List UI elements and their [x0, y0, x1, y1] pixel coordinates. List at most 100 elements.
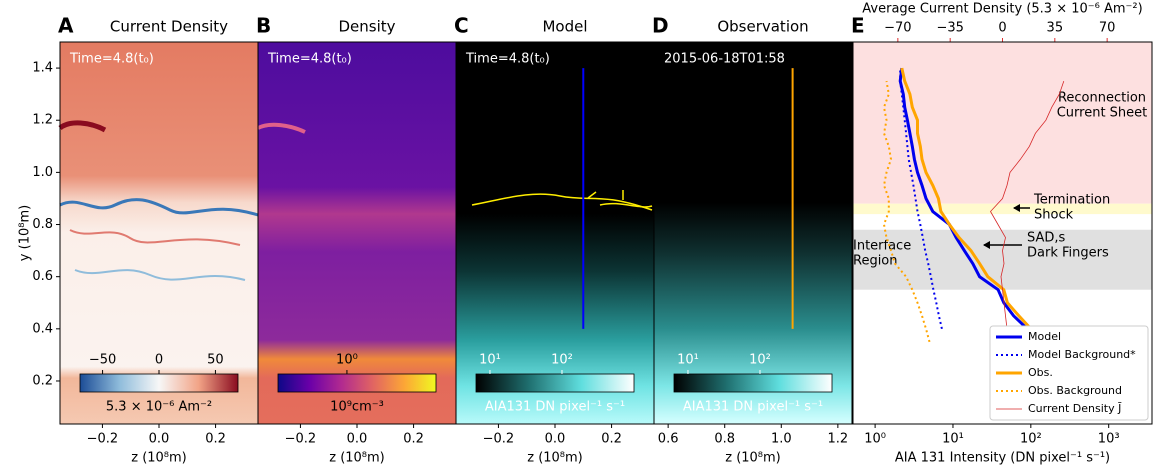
x-tick-label: 0.6 [658, 432, 679, 447]
x-tick-label: 0.8 [714, 432, 735, 447]
x2-tick-label: 70 [1099, 21, 1116, 36]
x-tick-label: 0.2 [403, 432, 424, 447]
annotation: Dark Fingers [1027, 246, 1109, 261]
x-tick-label: −0.2 [483, 432, 515, 447]
x-axis-label: z (10⁸m) [725, 451, 781, 466]
annotation: 2015-06-18T01:58 [664, 52, 785, 67]
image-density [258, 42, 456, 424]
y-tick-label: 0.2 [32, 373, 53, 388]
arrow [587, 191, 597, 199]
annotation: Time=4.8(t₀) [465, 52, 550, 67]
legend-label: Model [1028, 330, 1061, 343]
x-tick-label: 0.2 [601, 432, 622, 447]
region-label: Termination [1033, 193, 1110, 208]
x-axis-label: z (10⁸m) [131, 451, 187, 466]
colorbar-tick-label: −50 [89, 353, 116, 368]
x-tick-label: 0.0 [347, 432, 368, 447]
x2-tick-label: 35 [1047, 21, 1064, 36]
x-tick-label: 10⁰ [864, 432, 886, 447]
y-tick-label: 1.4 [32, 61, 53, 76]
panel-label: C [454, 14, 469, 38]
series-line [899, 68, 943, 330]
x2-tick-label: −35 [936, 21, 963, 36]
feature [257, 122, 306, 134]
region [853, 203, 1152, 215]
region [853, 229, 1152, 290]
x-axis-label: z (10⁸m) [527, 451, 583, 466]
x-tick-label: 10³ [1098, 432, 1120, 447]
y-tick-label: 1.2 [32, 113, 53, 128]
feature [69, 229, 241, 246]
y-tick-label: 1.0 [32, 165, 53, 180]
x2-tick-label: 0 [998, 21, 1006, 36]
legend-label: Current Density J̄ [1028, 402, 1121, 415]
y-tick-label: 0.6 [32, 269, 53, 284]
feature [74, 269, 246, 281]
y-axis-label: y (10⁸m) [18, 205, 33, 261]
colorbar [475, 373, 635, 393]
annotation: Time=4.8(t₀) [267, 52, 352, 67]
panel-label: D [652, 14, 669, 38]
region [853, 42, 1152, 204]
x-tick-label: −0.2 [87, 432, 119, 447]
x2-axis-label: Average Current Density (5.3 × 10⁻⁶ Am⁻²… [862, 2, 1142, 17]
region-label: Interface [853, 239, 911, 254]
legend-label: Model Background* [1028, 348, 1136, 361]
x-tick-label: 1.2 [828, 432, 849, 447]
annotation: Time=4.8(t₀) [69, 52, 154, 67]
arrow-head [1013, 204, 1020, 212]
legend-label: Obs. Background [1028, 384, 1122, 397]
region-label: Region [853, 254, 898, 269]
x-axis-label: z (10⁸m) [329, 451, 385, 466]
colorbar-tick-label: 10² [551, 353, 573, 368]
colorbar-label: 5.3 × 10⁻⁶ Am⁻² [106, 400, 212, 415]
colorbar-tick-label: 10² [749, 353, 771, 368]
colorbar-tick-label: 50 [207, 353, 224, 368]
colorbar-label: 10⁹cm⁻³ [330, 400, 384, 415]
frame [653, 41, 853, 425]
series-line [898, 67, 1046, 344]
colorbar [673, 373, 833, 393]
colorbar [79, 373, 239, 393]
colorbar-tick-label: 10¹ [677, 353, 699, 368]
x-tick-label: −0.2 [285, 432, 317, 447]
y-tick-label: 0.8 [32, 217, 53, 232]
x-tick-label: 0.0 [149, 432, 170, 447]
x2-tick-label: −70 [884, 21, 911, 36]
colorbar [277, 373, 437, 393]
panel-label: E [851, 14, 865, 38]
x-tick-label: 0.0 [545, 432, 566, 447]
colorbar-label: AIA131 DN pixel⁻¹ s⁻¹ [683, 400, 823, 415]
annotation: SAD,s [1027, 231, 1066, 246]
x-tick-label: 0.2 [205, 432, 226, 447]
panel-label: A [58, 14, 74, 38]
colorbar-label: AIA131 DN pixel⁻¹ s⁻¹ [485, 400, 625, 415]
colorbar-tick-label: 10¹ [479, 353, 501, 368]
contour [471, 193, 653, 211]
y-tick-label: 0.4 [32, 321, 53, 336]
series-line [882, 80, 931, 343]
x-axis-label: AIA 131 Intensity (DN pixel⁻¹ s⁻¹) [895, 451, 1110, 466]
region-label: Current Sheet [1057, 106, 1148, 121]
region-label: Shock [1034, 208, 1074, 223]
x-tick-label: 1.0 [771, 432, 792, 447]
image-observation [654, 42, 852, 424]
series-line [990, 80, 1065, 343]
region-label: Reconnection [1058, 91, 1146, 106]
panel-title: Density [338, 18, 395, 36]
arrow-head [983, 241, 990, 249]
contour [599, 202, 653, 208]
panel-label: B [256, 14, 271, 38]
x-tick-label: 10² [1020, 432, 1042, 447]
frame [852, 41, 1153, 425]
panel-title: Observation [717, 18, 808, 36]
colorbar-tick-label: 10⁰ [336, 353, 358, 368]
annotation: TS front [596, 176, 648, 191]
colorbar-tick-label: 0 [155, 353, 163, 368]
legend [989, 325, 1149, 421]
feature [59, 198, 259, 217]
image-model [456, 42, 654, 424]
panel-title: Model [542, 18, 587, 36]
x-tick-label: 10¹ [942, 432, 964, 447]
